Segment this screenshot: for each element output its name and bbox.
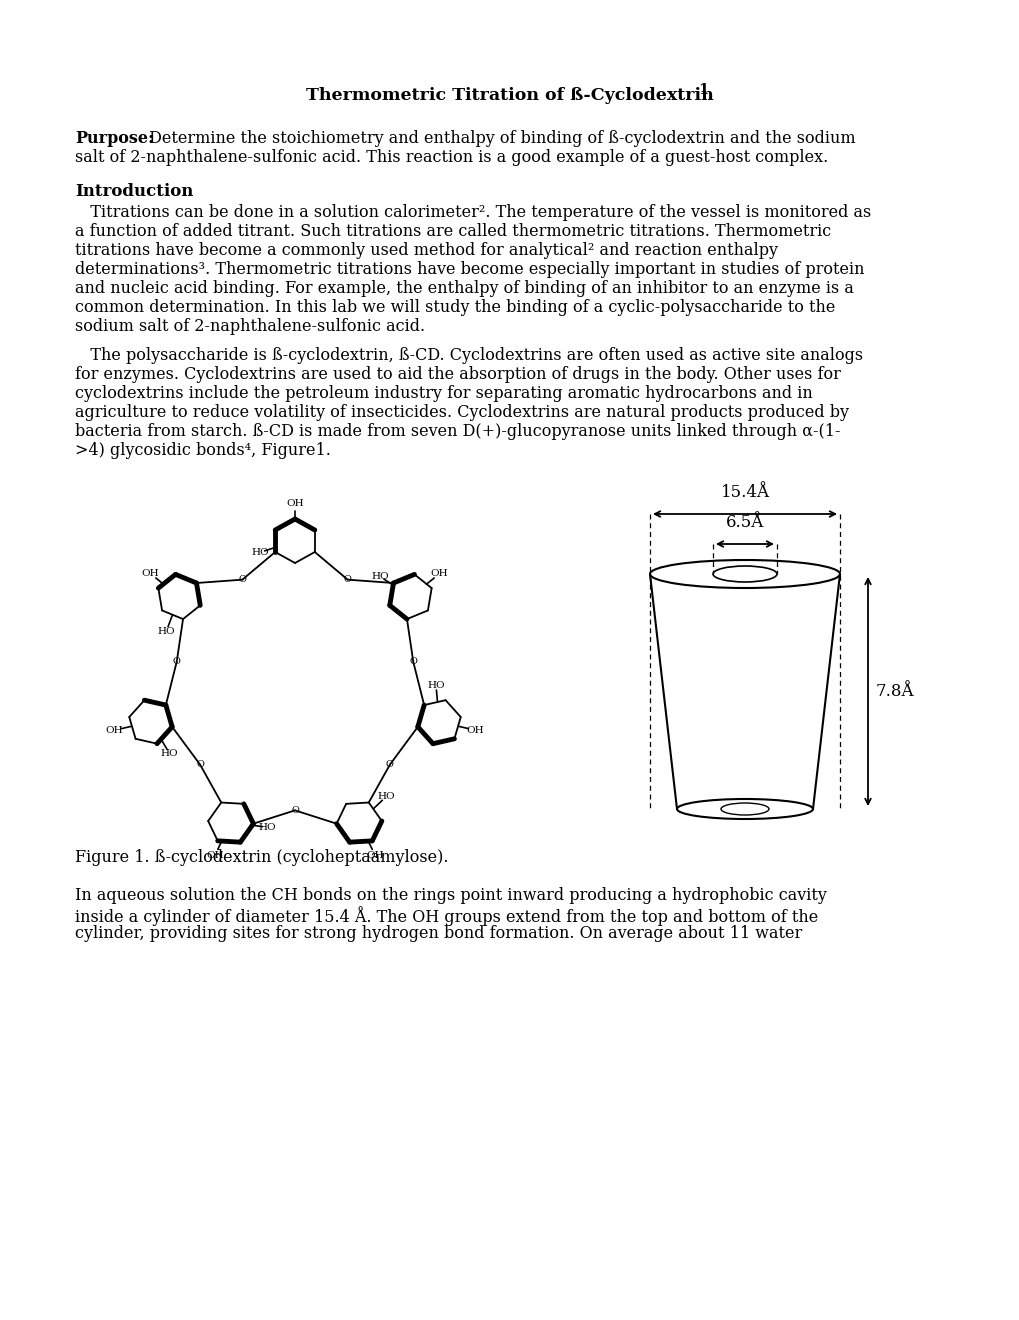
Text: Thermometric Titration of ß-Cyclodextrin: Thermometric Titration of ß-Cyclodextrin [306, 87, 713, 103]
Text: and nucleic acid binding. For example, the enthalpy of binding of an inhibitor t: and nucleic acid binding. For example, t… [75, 280, 853, 297]
Text: cylinder, providing sites for strong hydrogen bond formation. On average about 1: cylinder, providing sites for strong hyd… [75, 925, 802, 942]
Text: >4) glycosidic bonds⁴, Figure1.: >4) glycosidic bonds⁴, Figure1. [75, 442, 330, 459]
Text: 6.5Å: 6.5Å [726, 513, 763, 531]
Text: for enzymes. Cyclodextrins are used to aid the absorption of drugs in the body. : for enzymes. Cyclodextrins are used to a… [75, 366, 840, 383]
Text: OH: OH [206, 851, 223, 861]
Text: HO: HO [259, 822, 276, 832]
Text: bacteria from starch. ß-CD is made from seven D(+)-glucopyranose units linked th: bacteria from starch. ß-CD is made from … [75, 422, 840, 440]
Text: OH: OH [430, 569, 448, 578]
Text: determinations³. Thermometric titrations have become especially important in stu: determinations³. Thermometric titrations… [75, 261, 864, 279]
Text: inside a cylinder of diameter 15.4 Å. The OH groups extend from the top and bott: inside a cylinder of diameter 15.4 Å. Th… [75, 906, 817, 925]
Text: O: O [238, 576, 246, 585]
Text: common determination. In this lab we will study the binding of a cyclic-polysacc: common determination. In this lab we wil… [75, 300, 835, 315]
Text: OH: OH [142, 569, 159, 578]
Text: agriculture to reduce volatility of insecticides. Cyclodextrins are natural prod: agriculture to reduce volatility of inse… [75, 404, 848, 421]
Text: Figure 1. ß-cyclodextrin (cycloheptaamylose).: Figure 1. ß-cyclodextrin (cycloheptaamyl… [75, 849, 448, 866]
Text: OH: OH [106, 726, 123, 735]
Text: HO: HO [161, 750, 178, 758]
Text: O: O [385, 760, 393, 770]
Text: 7.8Å: 7.8Å [875, 682, 914, 700]
Text: O: O [343, 576, 352, 585]
Text: Determine the stoichiometry and enthalpy of binding of ß-cyclodextrin and the so: Determine the stoichiometry and enthalpy… [144, 129, 855, 147]
Text: cyclodextrins include the petroleum industry for separating aromatic hydrocarbon: cyclodextrins include the petroleum indu… [75, 385, 812, 403]
Text: OH: OH [466, 726, 484, 735]
Text: In aqueous solution the CH bonds on the rings point inward producing a hydrophob: In aqueous solution the CH bonds on the … [75, 887, 826, 904]
Text: O: O [290, 805, 299, 814]
Text: a function of added titrant. Such titrations are called thermometric titrations.: a function of added titrant. Such titrat… [75, 223, 830, 240]
Text: O: O [196, 760, 204, 770]
Text: The polysaccharide is ß-cyclodextrin, ß-CD. Cyclodextrins are often used as acti: The polysaccharide is ß-cyclodextrin, ß-… [75, 347, 862, 364]
Text: sodium salt of 2-naphthalene-sulfonic acid.: sodium salt of 2-naphthalene-sulfonic ac… [75, 318, 425, 335]
Text: Introduction: Introduction [75, 183, 194, 201]
Text: titrations have become a commonly used method for analytical² and reaction entha: titrations have become a commonly used m… [75, 242, 777, 259]
Text: Purpose:: Purpose: [75, 129, 154, 147]
Text: HO: HO [377, 792, 394, 801]
Text: salt of 2-naphthalene-sulfonic acid. This reaction is a good example of a guest-: salt of 2-naphthalene-sulfonic acid. Thi… [75, 149, 827, 166]
Text: 15.4Å: 15.4Å [719, 484, 768, 502]
Text: HO: HO [427, 681, 444, 689]
Text: O: O [409, 657, 417, 667]
Text: O: O [172, 657, 180, 667]
Text: HO: HO [157, 627, 175, 636]
Text: OH: OH [286, 499, 304, 508]
Text: HO: HO [251, 548, 268, 557]
Text: Titrations can be done in a solution calorimeter². The temperature of the vessel: Titrations can be done in a solution cal… [75, 205, 870, 220]
Text: OH: OH [366, 851, 384, 861]
Text: 1: 1 [697, 83, 707, 96]
Text: HO: HO [371, 572, 388, 581]
